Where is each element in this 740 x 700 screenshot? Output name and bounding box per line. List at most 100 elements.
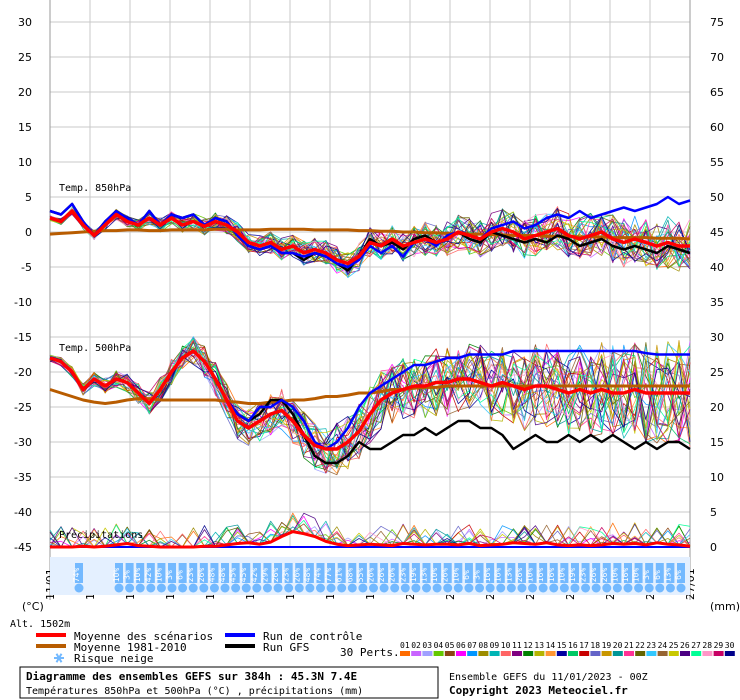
snow-pct-label: 10% bbox=[610, 568, 619, 583]
snowflake-icon bbox=[443, 583, 453, 593]
snow-pct-label: 26% bbox=[377, 568, 386, 583]
pert-legend-swatch bbox=[478, 651, 489, 656]
snowflake-core bbox=[496, 583, 506, 593]
t500-mean-line bbox=[49, 349, 690, 451]
snow-pct-bg bbox=[486, 563, 495, 583]
t500-panel-label: Temp. 500hPa bbox=[59, 343, 131, 354]
snow-pct-label: 3% bbox=[123, 570, 132, 580]
t850-panel-label: Temp. 850hPa bbox=[59, 183, 131, 194]
pert-legend-id: 09 bbox=[490, 641, 500, 650]
snow-pct-bg bbox=[189, 563, 198, 583]
snow-pct-label: 23% bbox=[186, 568, 195, 583]
snow-pct-label: 6% bbox=[653, 570, 662, 580]
snowflake-core bbox=[464, 583, 474, 593]
left-tick-label: -30 bbox=[14, 436, 32, 449]
snowflake-icon bbox=[54, 653, 64, 663]
snow-pct-bg bbox=[274, 563, 283, 583]
snowflake-icon bbox=[464, 583, 474, 593]
snow-pct-label: 42% bbox=[250, 568, 259, 583]
left-tick-label: -40 bbox=[14, 506, 32, 519]
snow-pct-bg bbox=[115, 563, 123, 583]
snowflake-icon bbox=[422, 583, 432, 593]
pert-legend-swatch bbox=[512, 651, 522, 656]
snowflake-icon bbox=[570, 583, 580, 593]
left-tick-label: 25 bbox=[18, 51, 32, 64]
pert-legend-swatch bbox=[668, 651, 679, 656]
snowflake-core bbox=[475, 583, 485, 593]
snow-pct-bg bbox=[454, 563, 463, 583]
main-series bbox=[49, 195, 691, 549]
snowflake-core bbox=[284, 583, 294, 593]
snowflake-icon bbox=[665, 583, 675, 593]
right-tick-label: 50 bbox=[710, 191, 724, 204]
pert-legend-swatch bbox=[713, 651, 724, 656]
footer-box bbox=[19, 666, 439, 699]
snow-pct-label: 45% bbox=[229, 568, 238, 583]
snowflake-icon bbox=[146, 583, 156, 593]
snowflake-icon bbox=[634, 583, 644, 593]
left-tick-label: -10 bbox=[14, 296, 32, 309]
snow-pct-bg bbox=[677, 563, 685, 583]
snowflake-core bbox=[390, 583, 400, 593]
perturbation-legend: 01 02 03 04 05 06 07 08 09 10 11 12 13 14 15 16 17 18 19 20… bbox=[400, 641, 735, 656]
snow-pct-label: 19% bbox=[568, 568, 577, 583]
snowflake-core bbox=[220, 583, 230, 593]
snow-pct-bg bbox=[666, 563, 675, 583]
snow-pct-bg bbox=[199, 563, 208, 583]
snowflake-icon bbox=[581, 583, 591, 593]
snow-pct-label: 3% bbox=[473, 570, 482, 580]
snowflake-icon bbox=[390, 583, 400, 593]
snowflake-icon bbox=[284, 583, 294, 593]
snowflake-icon bbox=[178, 583, 188, 593]
snowflake-core bbox=[178, 583, 188, 593]
snowflake-icon bbox=[114, 583, 124, 593]
snow-pct-label: 29% bbox=[260, 568, 269, 583]
snow-pct-bg bbox=[210, 563, 219, 583]
right-axis-unit: (mm) bbox=[710, 600, 740, 613]
snowflake-core bbox=[114, 583, 124, 593]
right-tick-label: 75 bbox=[710, 16, 724, 29]
snowflake-core bbox=[432, 583, 442, 593]
snow-pct-bg bbox=[528, 563, 537, 583]
snowflake-icon bbox=[644, 583, 654, 593]
pert-legend-swatch bbox=[691, 651, 702, 656]
snow-pct-bg bbox=[157, 563, 166, 583]
snow-pct-bg bbox=[581, 563, 590, 583]
snow-risk-row: 74% 10% 3% 10% 42% 10% 3% 6% 23% 26% 48% 48% 45% 45% 4… bbox=[50, 557, 690, 595]
snowflake-core bbox=[379, 583, 389, 593]
snowflake-core bbox=[262, 583, 272, 593]
snowflake-icon bbox=[506, 583, 516, 593]
pert-legend-swatch bbox=[568, 651, 578, 656]
snow-pct-bg bbox=[242, 563, 251, 583]
snowflake-core bbox=[400, 583, 410, 593]
pert-legend-swatch bbox=[444, 651, 455, 656]
snowflake-icon bbox=[538, 583, 548, 593]
snow-pct-bg bbox=[496, 563, 505, 583]
snowflake-core bbox=[570, 583, 580, 593]
snowflake-icon bbox=[209, 583, 219, 593]
snowflake-core bbox=[294, 583, 304, 593]
left-tick-label: 0 bbox=[25, 226, 32, 239]
pert-legend-id: 29 bbox=[714, 641, 724, 650]
pert-legend-id: 19 bbox=[602, 641, 612, 650]
snow-pct-label: 6% bbox=[674, 570, 683, 580]
snow-pct-bg bbox=[295, 563, 304, 583]
snowflake-icon bbox=[167, 583, 177, 593]
snow-pct-bg bbox=[369, 563, 378, 583]
snowflake-icon bbox=[496, 583, 506, 593]
snowflake-core bbox=[146, 583, 156, 593]
snow-pct-label: 6% bbox=[176, 570, 185, 580]
right-tick-label: 20 bbox=[710, 401, 724, 414]
left-tick-label: -45 bbox=[14, 541, 32, 554]
snowflake-core bbox=[623, 583, 633, 593]
legend-climo-label: Moyenne 1981-2010 bbox=[74, 641, 187, 654]
snowflake-icon bbox=[453, 583, 463, 593]
snow-pct-label: 16% bbox=[536, 568, 545, 583]
left-tick-label: 15 bbox=[18, 121, 32, 134]
legend-snow-label: Risque neige bbox=[74, 652, 153, 665]
snowflake-icon bbox=[135, 583, 145, 593]
snowflake-core bbox=[559, 583, 569, 593]
snowflake-core bbox=[443, 583, 453, 593]
right-tick-label: 0 bbox=[710, 541, 717, 554]
